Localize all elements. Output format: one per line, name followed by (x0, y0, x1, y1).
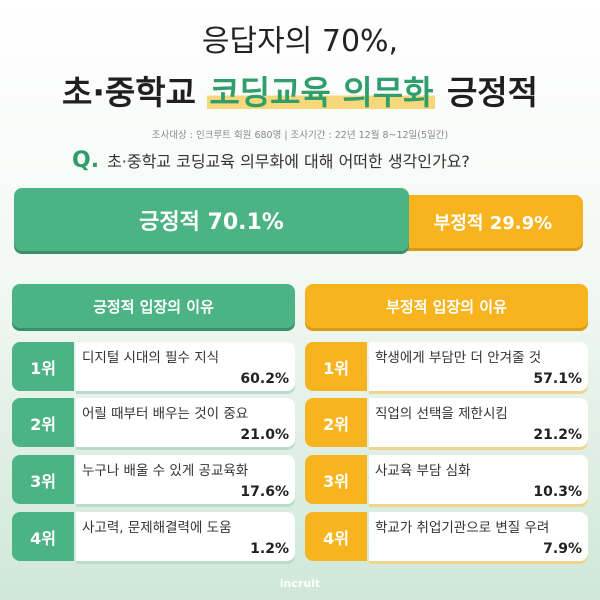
reason-percent: 60.2% (240, 371, 289, 387)
rank-badge: 2위 (12, 398, 74, 447)
question: Q. 초·중학교 코딩교육 의무화에 대해 어떠한 생각인가요? (72, 148, 470, 173)
rank-badge: 2위 (305, 398, 367, 447)
reason-percent: 1.2% (250, 541, 289, 557)
reason-text: 사교육 부담 심화 (375, 463, 471, 479)
positive-reason-1: 1위 디지털 시대의 필수 지식 60.2% (12, 342, 295, 391)
reason-percent: 21.2% (533, 427, 582, 443)
question-mark: Q. (72, 148, 100, 173)
negative-reason-2: 2위 직업의 선택을 제한시킴 21.2% (305, 398, 588, 447)
reason-text: 학생에게 부담만 더 안겨줄 것 (375, 350, 542, 366)
reason-card: 학교가 취업기관으로 변질 우려 7.9% (369, 512, 588, 561)
reason-percent: 21.0% (240, 427, 289, 443)
reason-text: 사고력, 문제해결력에 도움 (82, 520, 232, 536)
title-line1: 응답자의 70%, (201, 24, 399, 59)
reason-text: 어릴 때부터 배우는 것이 중요 (82, 406, 249, 422)
rank-badge: 1위 (305, 342, 367, 391)
rank-badge: 3위 (305, 455, 367, 504)
title-line2-pre: 초·중학교 (61, 73, 208, 112)
positive-reasons-header: 긍정적 입장의 이유 (12, 284, 295, 328)
negative-reason-4: 4위 학교가 취업기관으로 변질 우려 7.9% (305, 512, 588, 561)
brand-logo: incruit (279, 577, 321, 590)
negative-reason-3: 3위 사교육 부담 심화 10.3% (305, 455, 588, 504)
rank-badge: 4위 (305, 512, 367, 561)
survey-info: 조사대상 : 인크루트 회원 680명 | 조사기간 : 22년 12월 8~1… (151, 130, 449, 141)
reason-text: 누구나 배울 수 있게 공교육화 (82, 463, 249, 479)
reason-card: 직업의 선택을 제한시킴 21.2% (369, 398, 588, 447)
question-text: 초·중학교 코딩교육 의무화에 대해 어떠한 생각인가요? (107, 152, 470, 171)
rank-badge: 3위 (12, 455, 74, 504)
positive-reason-4: 4위 사고력, 문제해결력에 도움 1.2% (12, 512, 295, 561)
negative-result-bar: 부정적 29.9% (403, 195, 583, 248)
reason-card: 디지털 시대의 필수 지식 60.2% (76, 342, 295, 391)
reason-text: 디지털 시대의 필수 지식 (82, 350, 220, 366)
reason-percent: 7.9% (543, 541, 582, 557)
title-line2: 초·중학교 코딩교육 의무화 긍정적 (0, 66, 600, 114)
reason-percent: 57.1% (533, 371, 582, 387)
negative-reasons-header: 부정적 입장의 이유 (305, 284, 588, 328)
title-line2-highlight: 코딩교육 의무화 (207, 73, 436, 112)
negative-reason-1: 1위 학생에게 부담만 더 안겨줄 것 57.1% (305, 342, 588, 391)
positive-reason-3: 3위 누구나 배울 수 있게 공교육화 17.6% (12, 455, 295, 504)
positive-result-bar: 긍정적 70.1% (14, 188, 409, 251)
reason-card: 사고력, 문제해결력에 도움 1.2% (76, 512, 295, 561)
title-line2-post: 긍정적 (435, 73, 539, 112)
reason-percent: 17.6% (240, 484, 289, 500)
reason-card: 사교육 부담 심화 10.3% (369, 455, 588, 504)
rank-badge: 4위 (12, 512, 74, 561)
reason-card: 누구나 배울 수 있게 공교육화 17.6% (76, 455, 295, 504)
rank-badge: 1위 (12, 342, 74, 391)
positive-reason-2: 2위 어릴 때부터 배우는 것이 중요 21.0% (12, 398, 295, 447)
reason-text: 학교가 취업기관으로 변질 우려 (375, 520, 550, 536)
reason-card: 학생에게 부담만 더 안겨줄 것 57.1% (369, 342, 588, 391)
reason-percent: 10.3% (533, 484, 582, 500)
reason-text: 직업의 선택을 제한시킴 (375, 406, 508, 422)
reason-card: 어릴 때부터 배우는 것이 중요 21.0% (76, 398, 295, 447)
